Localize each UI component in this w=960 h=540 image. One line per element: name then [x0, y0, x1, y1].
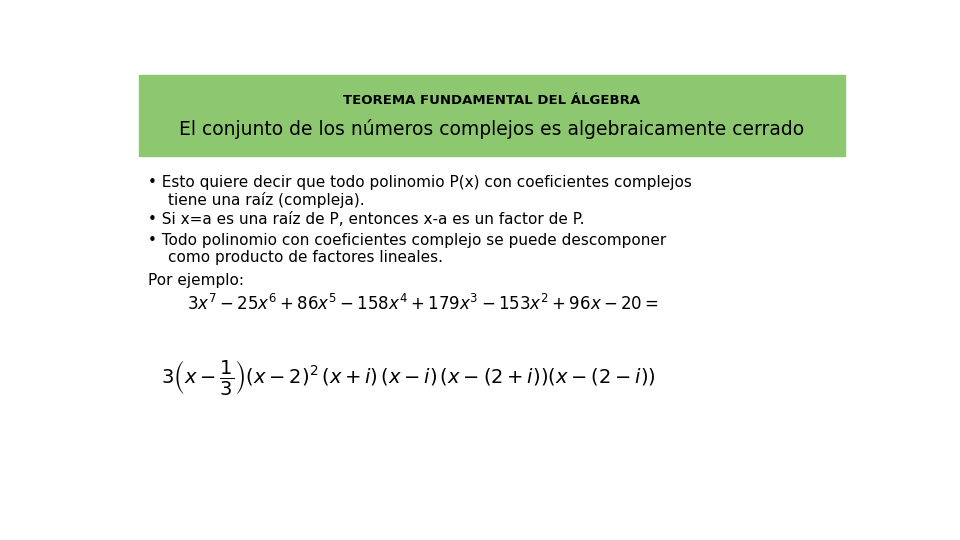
- Text: • Si x=a es una raíz de P, entonces x-a es un factor de P.: • Si x=a es una raíz de P, entonces x-a …: [148, 212, 585, 227]
- Text: • Esto quiere decir que todo polinomio P(x) con coeficientes complejos: • Esto quiere decir que todo polinomio P…: [148, 175, 692, 190]
- FancyBboxPatch shape: [138, 75, 846, 156]
- Text: como producto de factores lineales.: como producto de factores lineales.: [168, 250, 444, 265]
- Text: TEOREMA FUNDAMENTAL DEL ÁLGEBRA: TEOREMA FUNDAMENTAL DEL ÁLGEBRA: [344, 93, 640, 106]
- Text: tiene una raíz (compleja).: tiene una raíz (compleja).: [168, 192, 365, 207]
- Text: $3\left(x-\dfrac{1}{3}\right)(x-2)^2\,(x+i)\,(x-i)\,\left(x-(2+i)\right)\left(x-: $3\left(x-\dfrac{1}{3}\right)(x-2)^2\,(x…: [161, 358, 656, 397]
- Text: El conjunto de los números complejos es algebraicamente cerrado: El conjunto de los números complejos es …: [180, 119, 804, 139]
- Text: $3x^7 - 25x^6 + 86x^5 - 158x^4 + 179x^3 - 153x^2 + 96x - 20 =$: $3x^7 - 25x^6 + 86x^5 - 158x^4 + 179x^3 …: [187, 294, 659, 314]
- Text: Por ejemplo:: Por ejemplo:: [148, 273, 244, 288]
- Text: • Todo polinomio con coeficientes complejo se puede descomponer: • Todo polinomio con coeficientes comple…: [148, 233, 666, 248]
